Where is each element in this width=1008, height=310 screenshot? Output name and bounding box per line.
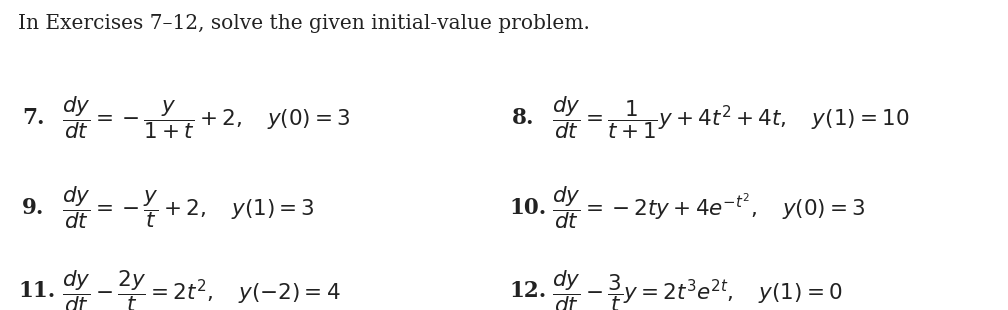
- Text: $\dfrac{dy}{dt} = -\dfrac{y}{1+t} + 2, \quad y(0) = 3$: $\dfrac{dy}{dt} = -\dfrac{y}{1+t} + 2, \…: [62, 95, 351, 141]
- Text: 12.: 12.: [509, 281, 546, 302]
- Text: $\dfrac{dy}{dt} - \dfrac{3}{t}y = 2t^3e^{2t}, \quad y(1) = 0$: $\dfrac{dy}{dt} - \dfrac{3}{t}y = 2t^3e^…: [552, 268, 843, 310]
- Text: $\dfrac{dy}{dt} = -\dfrac{y}{t} + 2, \quad y(1) = 3$: $\dfrac{dy}{dt} = -\dfrac{y}{t} + 2, \qu…: [62, 184, 316, 231]
- Text: 9.: 9.: [22, 197, 44, 219]
- Text: $\dfrac{dy}{dt} = -2ty + 4e^{-t^2}, \quad y(0) = 3$: $\dfrac{dy}{dt} = -2ty + 4e^{-t^2}, \qua…: [552, 184, 866, 231]
- Text: 10.: 10.: [509, 197, 546, 219]
- Text: $\dfrac{dy}{dt} = \dfrac{1}{t+1}y + 4t^2 + 4t, \quad y(1) = 10$: $\dfrac{dy}{dt} = \dfrac{1}{t+1}y + 4t^2…: [552, 95, 910, 141]
- Text: $\dfrac{dy}{dt} - \dfrac{2y}{t} = 2t^2, \quad y({-2}) = 4$: $\dfrac{dy}{dt} - \dfrac{2y}{t} = 2t^2, …: [62, 268, 341, 310]
- Text: 11.: 11.: [18, 281, 55, 302]
- Text: In Exercises 7–12, solve the given initial-value problem.: In Exercises 7–12, solve the given initi…: [18, 14, 590, 33]
- Text: 7.: 7.: [22, 107, 44, 129]
- Text: 8.: 8.: [512, 107, 534, 129]
